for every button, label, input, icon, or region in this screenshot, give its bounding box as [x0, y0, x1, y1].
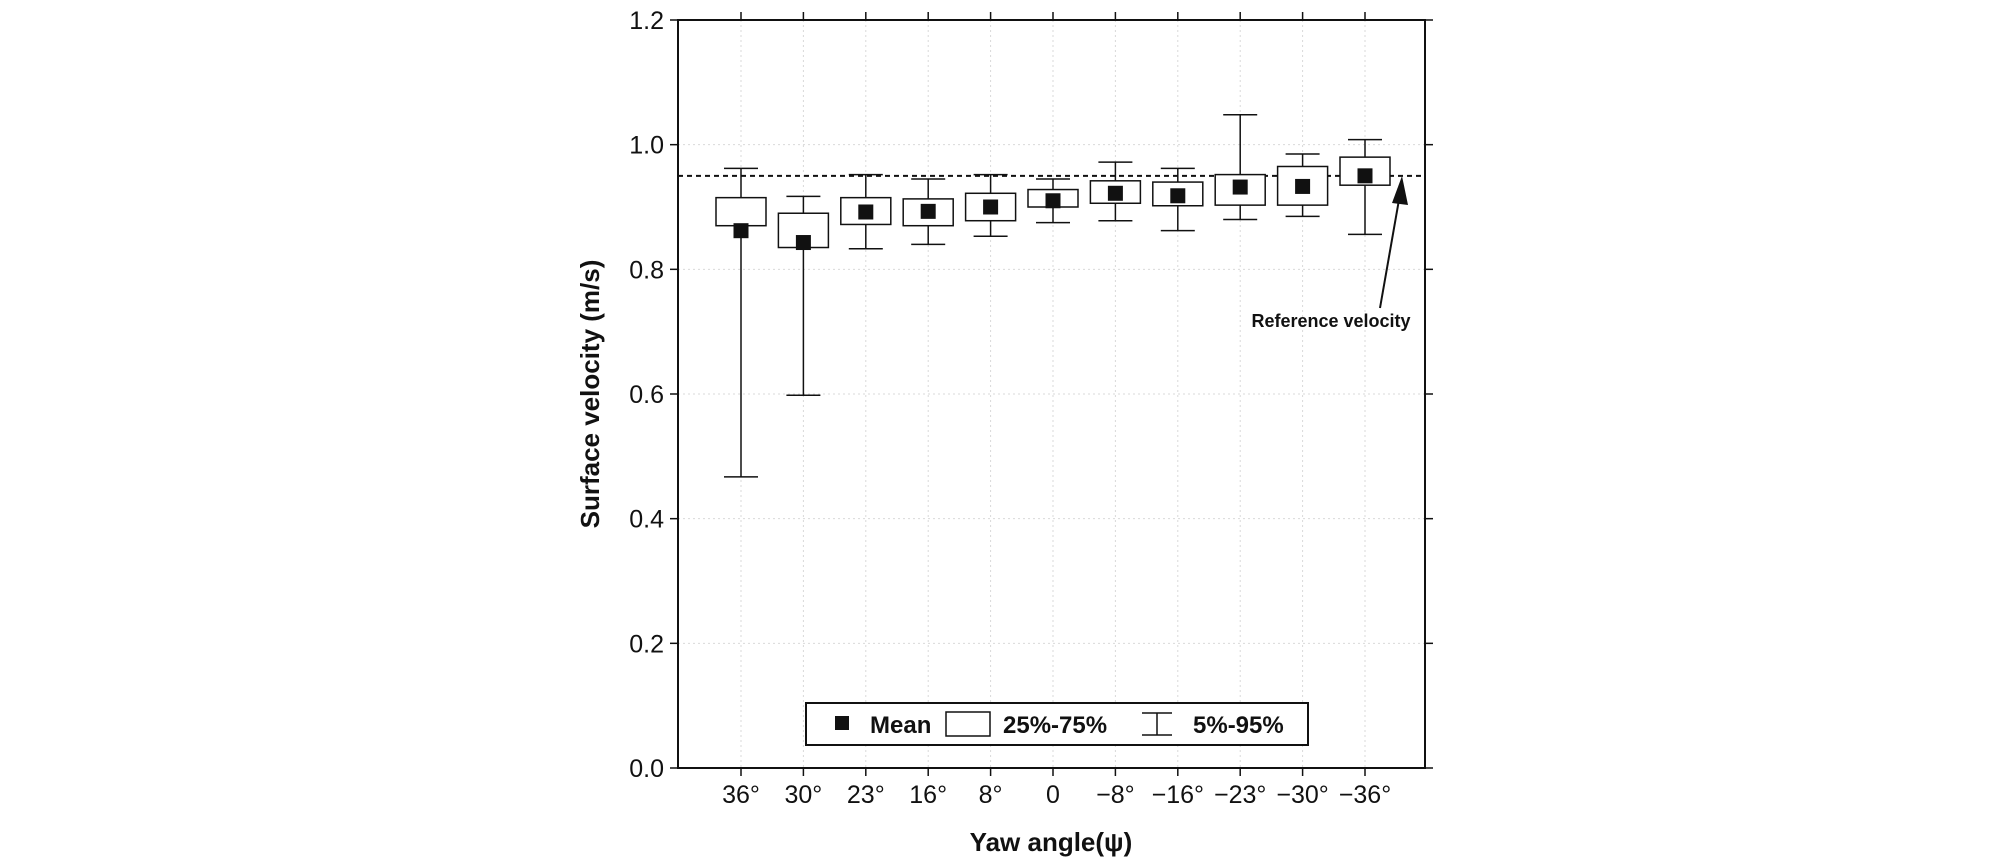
- x-tick-label: −8°: [1096, 781, 1135, 809]
- y-tick-label: 0.8: [629, 256, 664, 284]
- box-2: [840, 173, 892, 250]
- boxes-group: [715, 113, 1391, 478]
- mean-marker: [1232, 179, 1248, 195]
- x-tick-label: 0: [1046, 781, 1060, 809]
- box-3: [902, 178, 954, 246]
- reference-velocity-annotation: Reference velocity: [1251, 176, 1411, 331]
- mean-marker: [1170, 188, 1186, 204]
- x-tick-label: −16°: [1152, 781, 1204, 809]
- box-6: [1089, 161, 1142, 222]
- mean-marker: [1357, 168, 1373, 184]
- legend-whisker-label: 5%-95%: [1193, 712, 1284, 739]
- x-axis: 36° 30° 23° 16° 8° 0 −8° −16° −23° −30° −36°: [722, 12, 1391, 809]
- y-tick-label: 1.2: [629, 7, 664, 35]
- legend-frame: [805, 702, 1309, 746]
- legend-box-label: 25%-75%: [1003, 712, 1107, 739]
- box-0: [715, 167, 767, 478]
- mean-marker: [1295, 178, 1311, 194]
- box-9: [1276, 153, 1329, 218]
- x-tick-label: 16°: [909, 781, 947, 809]
- legend-whisker-marker: [1142, 712, 1172, 736]
- box-8: [1214, 113, 1266, 221]
- box-4: [964, 173, 1017, 238]
- y-tick-label: 1.0: [629, 132, 664, 160]
- plot-background: [678, 20, 1425, 768]
- mean-marker: [920, 203, 936, 219]
- y-tick-label: 0.4: [629, 506, 664, 534]
- box-5: [1027, 178, 1079, 224]
- annotation-arrowhead: [1392, 176, 1408, 205]
- y-tick-label: 0.2: [629, 630, 664, 658]
- legend-box-marker: [945, 711, 991, 737]
- y-axis: 0.0 0.2 0.4 0.6 0.8 1.0 1.2: [629, 7, 1433, 783]
- mean-marker: [733, 223, 749, 239]
- mean-marker: [1045, 193, 1061, 209]
- legend: Mean 25%-75% 5%-95%: [805, 702, 1309, 746]
- x-tick-label: −23°: [1214, 781, 1266, 809]
- x-tick-label: 30°: [784, 781, 822, 809]
- x-tick-label: −36°: [1339, 781, 1391, 809]
- legend-mean-label: Mean: [870, 712, 931, 739]
- reference-velocity-label: Reference velocity: [1251, 311, 1410, 331]
- y-tick-label: 0.0: [629, 755, 664, 783]
- x-tick-label: 8°: [979, 781, 1003, 809]
- legend-mean-marker: [835, 716, 849, 730]
- box-10: [1339, 138, 1391, 236]
- mean-marker: [795, 235, 811, 251]
- x-tick-label: 36°: [722, 781, 760, 809]
- x-tick-label: 23°: [847, 781, 885, 809]
- box-7: [1152, 167, 1204, 232]
- x-axis-title: Yaw angle(ψ): [970, 827, 1133, 857]
- mean-marker: [858, 204, 874, 220]
- annotation-arrow-shaft: [1379, 193, 1401, 309]
- box-1: [777, 195, 830, 396]
- box-iqr: [715, 196, 767, 227]
- mean-marker: [1107, 185, 1123, 201]
- x-tick-label: −30°: [1276, 781, 1328, 809]
- y-tick-label: 0.6: [629, 381, 664, 409]
- y-axis-title: Surface velocity (m/s): [575, 260, 605, 529]
- mean-marker: [983, 199, 999, 215]
